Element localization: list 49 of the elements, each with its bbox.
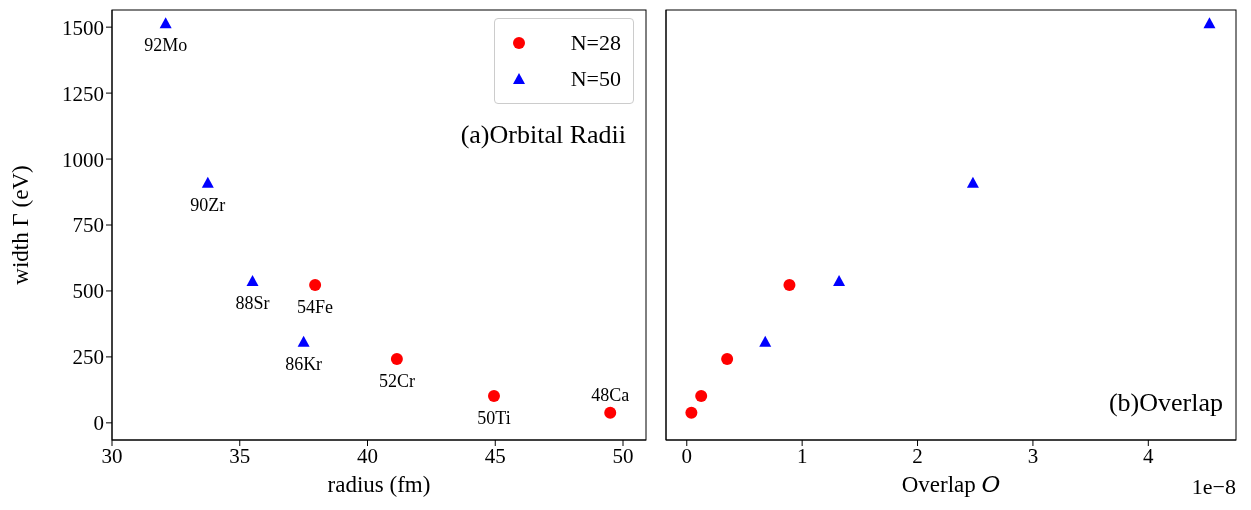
point — [159, 17, 172, 29]
point — [201, 176, 214, 188]
point — [246, 274, 259, 286]
y-tick-label: 1250 — [62, 81, 104, 106]
point — [309, 278, 322, 291]
x-tick-label: 3 — [1027, 443, 1039, 468]
x-axis-title: radius (fm) — [327, 472, 431, 497]
annotation: 50Ti — [477, 407, 511, 428]
x-tick-label: 4 — [1143, 443, 1155, 468]
y-tick-label: 1000 — [62, 147, 104, 172]
x-tick-label: 40 — [357, 443, 378, 468]
text: 1e−8 — [1191, 474, 1236, 500]
x-axis-title: Overlap 𝑂 — [901, 472, 1001, 497]
x-tick-label: 30 — [101, 443, 123, 468]
point — [390, 353, 403, 366]
x-tick-label: 0 — [681, 443, 693, 468]
y-tick-label: 250 — [72, 345, 104, 370]
annotation: (b)Overlap — [1108, 388, 1223, 418]
y-axis-title: width Γ (eV) — [8, 165, 34, 285]
point — [721, 353, 734, 366]
point — [685, 406, 698, 419]
x-tick-label: 50 — [612, 443, 634, 468]
point — [487, 389, 500, 402]
point — [604, 406, 617, 419]
y-tick-label: 0 — [93, 411, 104, 436]
x-tick-label: 45 — [484, 443, 506, 468]
point — [833, 274, 846, 286]
x-tick-label: 35 — [229, 443, 251, 468]
point — [695, 389, 708, 402]
point — [1203, 17, 1216, 29]
annotation: 88Sr — [235, 292, 270, 313]
annotation: (a)Orbital Radii — [460, 120, 626, 150]
x-tick-label: 2 — [912, 443, 923, 468]
x-tick-label: 1 — [796, 443, 808, 468]
annotation: 52Cr — [378, 371, 415, 392]
legend-label: N=50 — [570, 66, 621, 92]
annotation: 90Zr — [190, 194, 226, 215]
annotation: 92Mo — [144, 35, 188, 56]
annotation: 48Ca — [591, 384, 630, 405]
annotation: 54Fe — [297, 296, 334, 317]
point — [783, 278, 796, 291]
y-tick-label: 750 — [72, 213, 104, 238]
point — [297, 335, 310, 347]
y-tick-label: 1500 — [62, 15, 104, 40]
point — [759, 335, 772, 347]
annotation: 86Kr — [285, 353, 323, 374]
point — [966, 176, 979, 188]
legend-label: N=28 — [570, 30, 621, 56]
y-tick-label: 500 — [72, 279, 104, 304]
